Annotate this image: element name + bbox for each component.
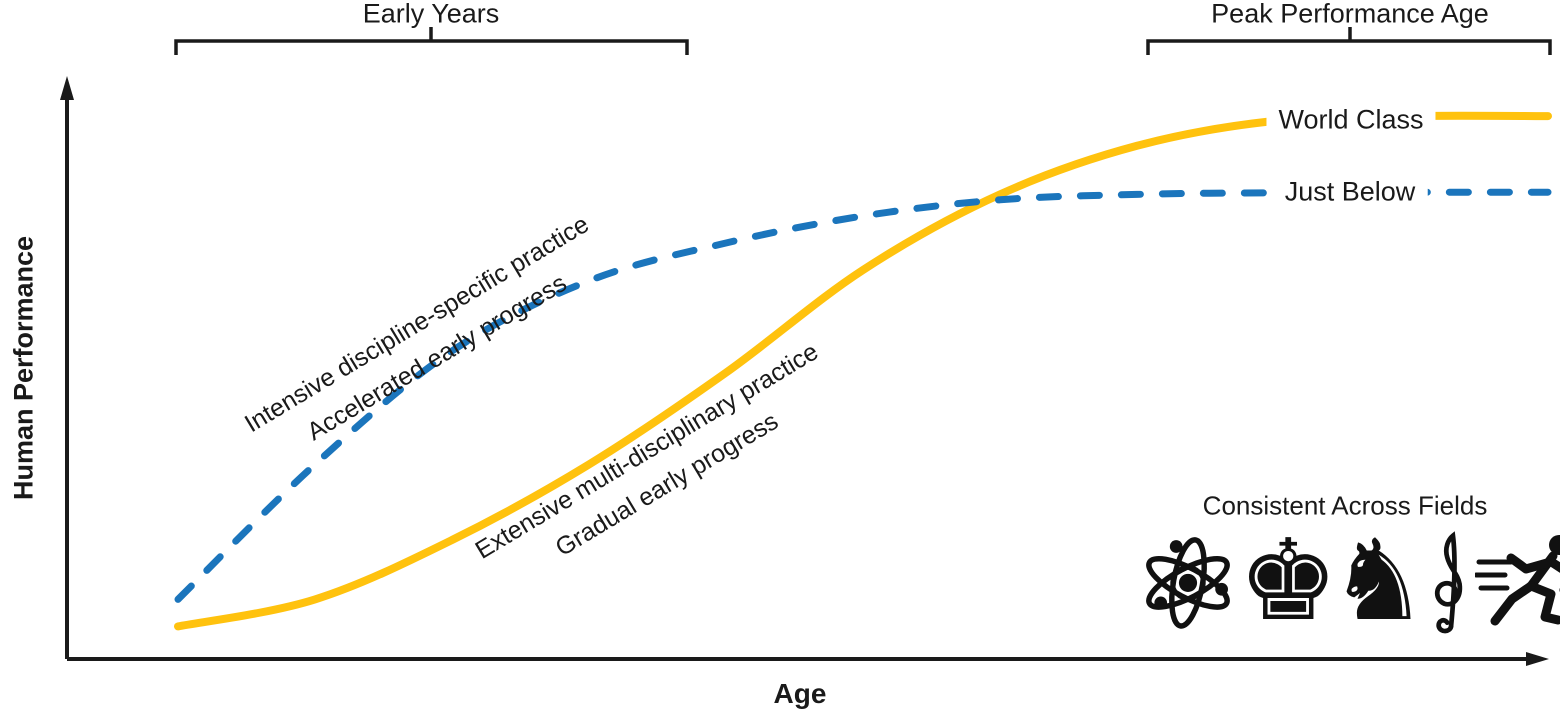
atom-icon-graphic xyxy=(1146,537,1230,629)
x-axis-title: Age xyxy=(773,678,827,709)
chess-king-icon: ♚ xyxy=(1238,516,1338,647)
early-years-bracket xyxy=(174,39,689,55)
fields-legend-title: Consistent Across Fields xyxy=(1202,490,1488,521)
x-axis-arrow-icon xyxy=(1526,652,1549,666)
chess-icon: ♚ ♞ xyxy=(1238,516,1429,647)
chess-knight-icon: ♞ xyxy=(1328,516,1428,647)
peak-age-bracket xyxy=(1146,39,1552,55)
just-below-curve-label: Just Below xyxy=(1272,174,1428,210)
treble-clef-graphic xyxy=(1434,531,1462,634)
runner-icon xyxy=(1474,532,1560,632)
atom-icon xyxy=(1138,531,1238,633)
y-axis-title: Human Performance xyxy=(8,235,39,501)
runner-icon-graphic xyxy=(1474,535,1560,626)
treble-clef-icon xyxy=(1429,530,1475,634)
peak-performance-age-label: Peak Performance Age xyxy=(1211,0,1489,29)
y-axis-arrow-icon xyxy=(60,76,74,100)
fields-icon-row: ♚ ♞ xyxy=(1138,516,1560,647)
early-years-label: Early Years xyxy=(362,0,500,29)
world-class-curve-label: World Class xyxy=(1266,102,1436,138)
